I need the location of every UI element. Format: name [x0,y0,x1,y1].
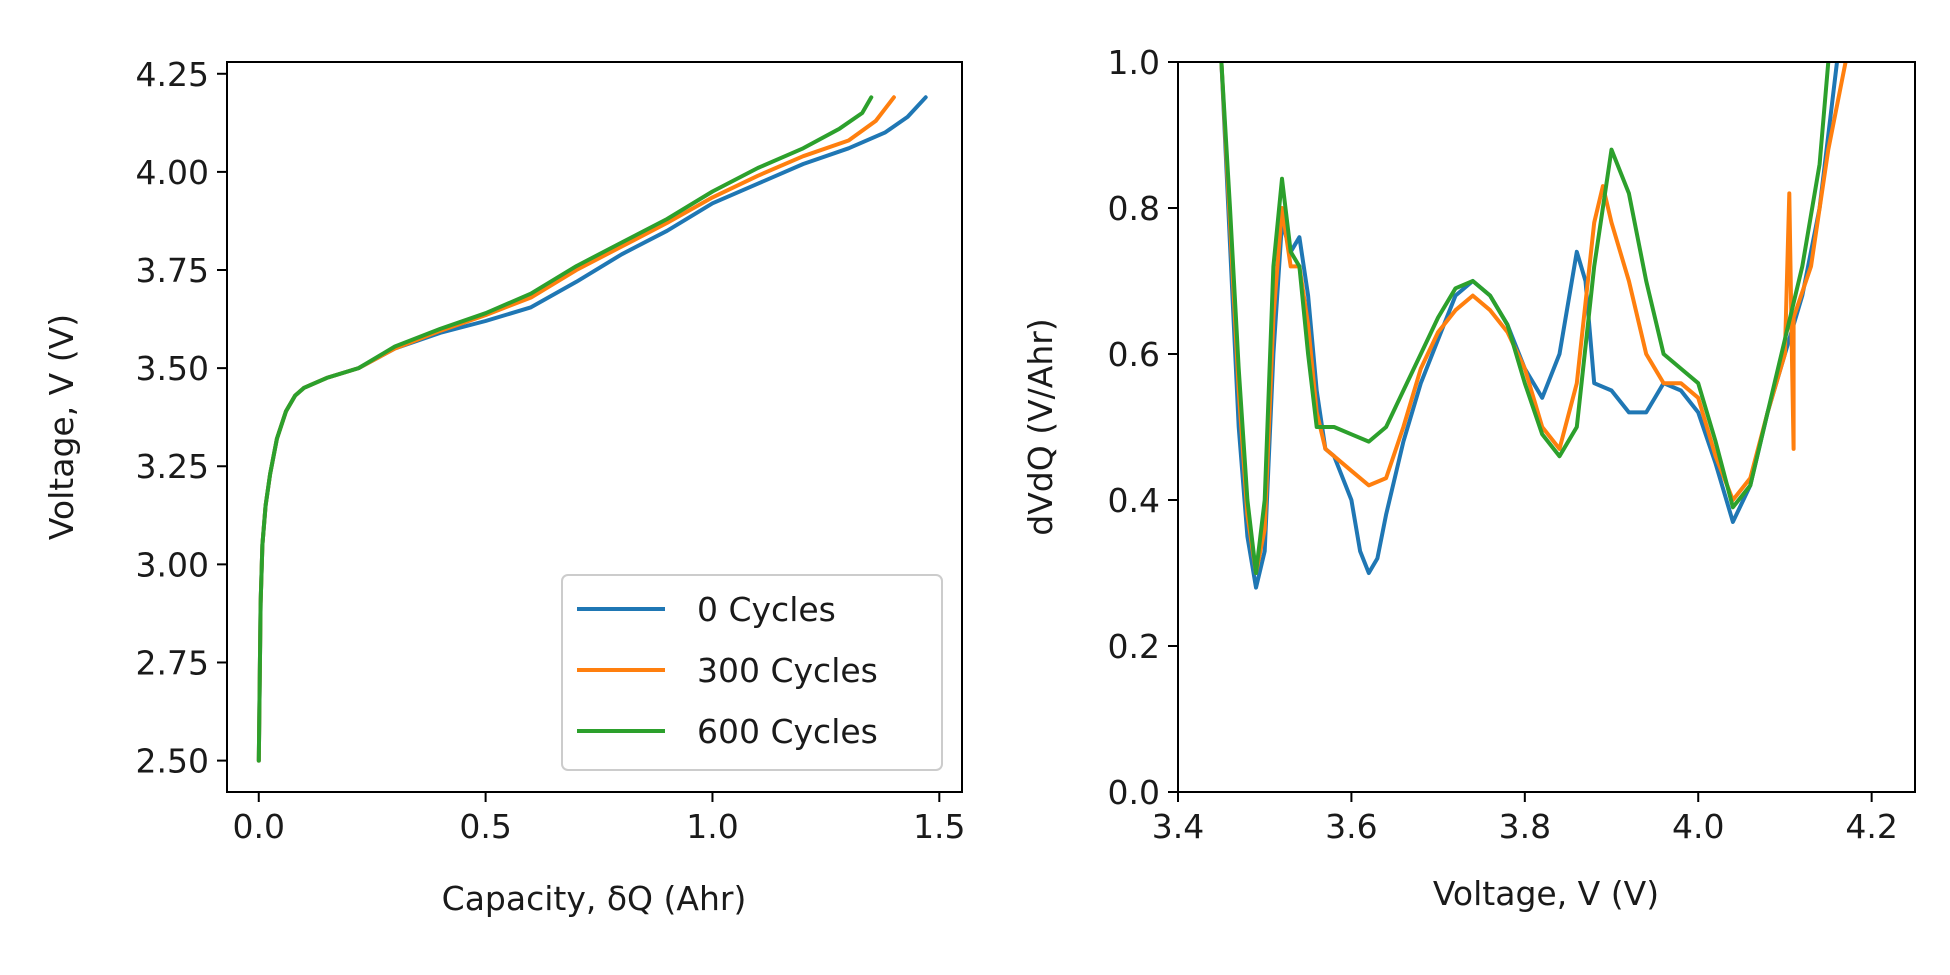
capacity-voltage-series-600-cycles [256,95,874,763]
dvdq-voltage-y-tick-label: 0.8 [1108,189,1160,228]
dvdq-voltage-series [1219,62,1848,590]
capacity-voltage-y-tick-label: 4.25 [136,55,209,94]
dvdq-voltage-x-axis-label: Voltage, V (V) [1433,874,1659,913]
dvdq-voltage-x-tick-label: 3.6 [1325,807,1377,846]
capacity-voltage-y-tick-label: 4.00 [136,153,209,192]
dvdq-voltage-y-tick-label: 0.0 [1108,773,1160,812]
capacity-voltage-x-tick-label: 0.5 [459,807,511,846]
dvdq-voltage-x-tick-label: 3.8 [1499,807,1551,846]
legend: 0 Cycles 300 Cycles 600 Cycles [561,574,943,771]
capacity-voltage-x-ticks: 0.0 0.5 1.0 1.5 [233,792,966,846]
legend-label-600-cycles: 600 Cycles [697,712,878,751]
capacity-voltage-plot-frame [226,61,963,793]
capacity-voltage-x-tick-label: 1.0 [686,807,738,846]
dvdq-voltage-series-600-cycles [1219,62,1831,575]
dvdq-voltage-x-ticks: 3.4 3.6 3.8 4.0 4.2 [1152,792,1898,846]
dvdq-voltage-y-tick-label: 0.2 [1108,627,1160,666]
dvdq-voltage-y-axis-label: dVdQ (V/Ahr) [1021,318,1060,535]
dvdq-voltage-x-tick-label: 4.0 [1672,807,1724,846]
capacity-voltage-x-tick-label: 1.5 [913,807,965,846]
legend-box [561,574,943,771]
dvdq-voltage-y-tick-label: 0.4 [1108,481,1160,520]
capacity-voltage-y-tick-label: 3.75 [136,251,209,290]
capacity-voltage-y-tick-label: 2.50 [136,742,209,781]
dvdq-voltage-y-ticks: 0.0 0.2 0.4 0.6 0.8 1.0 [1108,43,1178,812]
legend-item-0-cycles: 0 Cycles [577,590,836,629]
capacity-voltage-y-axis-label: Voltage, V (V) [42,314,81,540]
legend-item-300-cycles: 300 Cycles [577,651,878,690]
dvdq-voltage-x-tick-label: 3.4 [1152,807,1204,846]
dvdq-voltage-x-tick-label: 4.2 [1845,807,1897,846]
dvdq-voltage-plot-frame [1177,61,1916,793]
capacity-voltage-x-axis-label: Capacity, δQ (Ahr) [442,879,747,918]
capacity-voltage-y-tick-label: 3.00 [136,545,209,584]
capacity-voltage-y-tick-label: 2.75 [136,643,209,682]
legend-item-600-cycles: 600 Cycles [577,712,878,751]
legend-label-0-cycles: 0 Cycles [697,590,836,629]
dvdq-voltage-y-tick-label: 0.6 [1108,335,1160,374]
capacity-voltage-y-ticks: 2.50 2.75 3.00 3.25 3.50 3.75 4.00 4.25 [136,55,227,781]
legend-label-300-cycles: 300 Cycles [697,651,878,690]
capacity-voltage-chart: 0.0 0.5 1.0 1.5 2.50 2.75 3.00 3.25 3.50 3.75 4.0… [42,55,966,918]
capacity-voltage-y-tick-label: 3.50 [136,349,209,388]
capacity-voltage-x-tick-label: 0.0 [233,807,285,846]
capacity-voltage-y-tick-label: 3.25 [136,447,209,486]
dvdq-voltage-y-tick-label: 1.0 [1108,43,1160,82]
dvdq-voltage-chart: 3.4 3.6 3.8 4.0 4.2 0.0 0.2 0.4 0.6 0.8 1.0 Volta… [1021,43,1916,913]
capacity-voltage-series [256,95,928,763]
